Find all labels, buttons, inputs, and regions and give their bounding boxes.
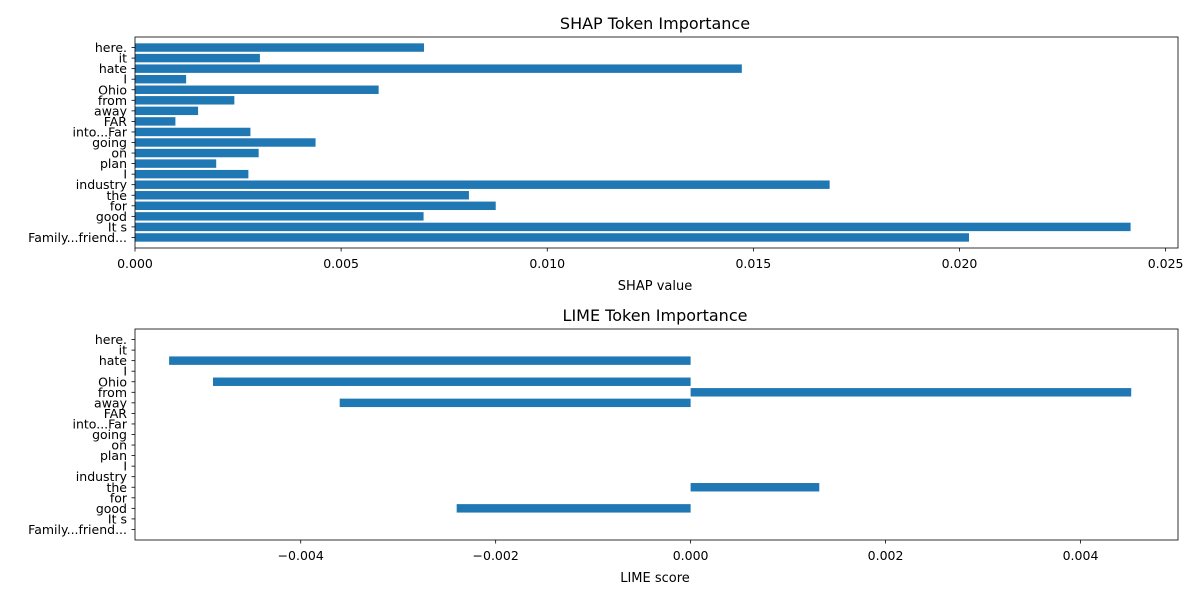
y-tick-label: plan [100,156,127,171]
y-tick-label: hate [99,61,127,76]
y-tick-label: plan [100,448,127,463]
y-tick-label: on [111,146,127,161]
bar [135,148,259,158]
x-tick-label: 0.000 [117,256,153,271]
bar [135,117,176,126]
x-axis-label: LIME score [620,571,690,586]
y-tick-label: for [110,198,128,213]
bar [135,191,469,200]
bar [135,138,316,147]
lime-chart: LIME Token Importance LIME score here.it… [28,306,1179,586]
y-tick-label: it [119,51,127,66]
bar [135,127,251,137]
x-tick-label: 0.002 [868,548,904,563]
x-axis-label: SHAP value [618,279,692,294]
y-tick-label: FAR [104,114,128,129]
plot-area: here.ithateIOhiofromawayFARinto...Fargoi… [28,36,1184,271]
y-tick-label: into...Far [73,124,128,139]
bar [135,106,199,116]
bar [690,483,820,492]
y-tick-label: from [98,93,127,108]
bar [135,169,249,179]
bar [135,85,379,94]
y-tick-label: industry [76,469,128,484]
y-tick-label: the [106,480,127,495]
y-tick-label: FAR [104,406,128,421]
y-tick-label: I [123,459,127,474]
x-tick-label: −0.002 [473,548,519,563]
y-tick-label: industry [76,177,128,192]
y-tick-label: Family...friend... [28,522,127,537]
y-tick-label: Ohio [98,374,127,389]
y-tick-label: on [111,438,127,453]
y-tick-label: It s [108,219,127,234]
x-tick-label: 0.004 [1063,548,1099,563]
y-tick-label: here. [95,332,127,347]
y-tick-label: away [94,395,128,410]
y-tick-label: the [106,188,127,203]
bar [135,74,187,84]
y-tick-label: for [110,490,128,505]
chart-title: LIME Token Importance [563,306,748,325]
y-tick-label: here. [95,40,127,55]
x-tick-label: 0.025 [1148,256,1184,271]
bar [135,43,424,52]
y-tick-label: hate [99,353,127,368]
bar [135,53,260,63]
x-tick-label: 0.015 [735,256,771,271]
bar [169,356,691,365]
x-tick-label: 0.000 [673,548,709,563]
bar [456,504,691,513]
bar [690,388,1132,397]
bar [135,64,742,73]
y-tick-label: I [123,167,127,182]
x-tick-label: 0.010 [529,256,565,271]
bar [135,180,830,189]
y-tick-label: It s [108,511,127,526]
bar [212,377,691,386]
plot-area: here.ithateIOhiofromawayFARinto...Fargoi… [28,328,1179,563]
bar [339,398,691,408]
bar [135,96,235,105]
y-tick-label: Ohio [98,82,127,97]
chart-title: SHAP Token Importance [560,14,750,33]
y-tick-label: away [94,103,128,118]
y-tick-label: from [98,385,127,400]
x-tick-label: 0.005 [323,256,359,271]
y-tick-label: I [123,364,127,379]
bar [135,201,496,211]
shap-chart: SHAP Token Importance SHAP value here.it… [28,14,1183,294]
y-tick-label: Family...friend... [28,230,127,245]
bar [135,212,424,221]
bar [135,222,1131,232]
y-tick-label: into...Far [73,416,128,431]
x-tick-label: −0.004 [278,548,324,563]
y-tick-label: it [119,343,127,358]
y-tick-label: I [123,72,127,87]
y-tick-label: good [96,209,127,224]
bar [135,159,217,168]
y-tick-label: good [96,501,127,516]
y-tick-label: going [92,427,127,442]
bar [135,233,969,242]
y-tick-label: going [92,135,127,150]
x-tick-label: 0.020 [942,256,978,271]
